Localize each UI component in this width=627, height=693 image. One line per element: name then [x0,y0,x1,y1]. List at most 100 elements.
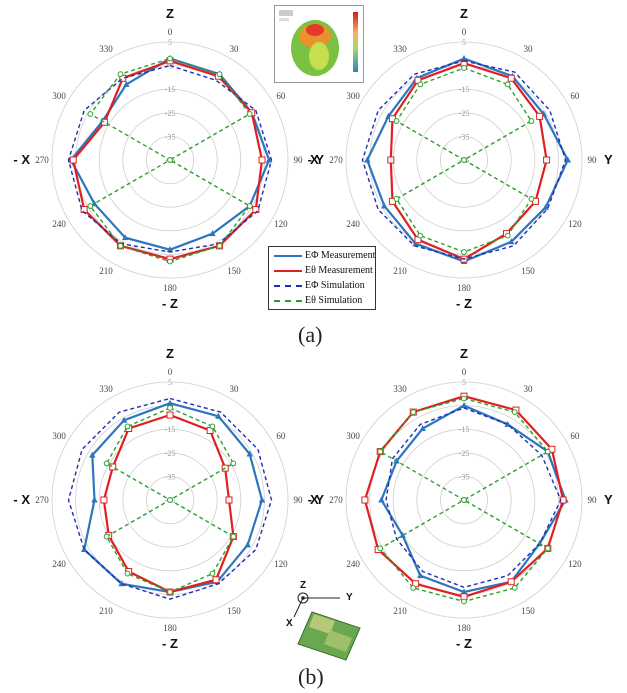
angle-tick-label: 330 [393,384,407,394]
angle-tick-label: 240 [346,559,360,569]
radial-tick-label: -15 [459,85,470,94]
angle-tick-label: 60 [276,91,286,101]
data-point-marker [89,451,96,458]
polar-chart-b-right: 5-5-15-25-35-450306090120150180210240270… [308,346,613,651]
radial-tick-label: -35 [459,472,470,481]
data-point-marker [246,203,253,209]
angle-tick-label: 270 [35,155,49,165]
angle-tick-label: 0 [168,367,173,377]
angle-tick-label: 150 [521,606,535,616]
data-point-marker [91,496,98,503]
data-point-marker [101,118,109,126]
data-point-marker [167,589,173,595]
axis-direction-label: - Z [162,296,178,311]
data-point-marker [124,570,131,577]
axis-direction-label: - Z [456,296,472,311]
radial-tick-label: -35 [165,472,176,481]
data-point-marker [410,584,417,591]
data-point-marker [212,576,220,584]
data-point-marker [209,230,216,237]
data-point-marker [528,118,535,124]
data-point-marker [536,112,544,120]
grid-circle [345,381,583,619]
angle-tick-label: 120 [274,219,288,229]
data-point-marker [100,496,108,504]
axis-direction-label: - Y [308,492,325,507]
data-point-marker [244,541,251,548]
data-point-marker [461,65,467,71]
radial-tick-label: 5 [168,38,172,47]
angle-tick-label: 150 [521,266,535,276]
data-point-marker [417,81,424,88]
angle-tick-label: 270 [35,495,49,505]
angle-tick-label: 210 [99,606,113,616]
data-point-marker [120,416,128,423]
axis-direction-label: - Z [162,636,178,651]
data-point-marker [103,460,110,467]
angle-tick-label: 30 [524,384,534,394]
data-point-marker [361,496,369,504]
data-point-marker [544,448,551,455]
angle-tick-label: 180 [163,623,177,633]
data-point-marker [265,156,273,163]
data-point-marker [504,81,511,88]
data-point-marker [544,545,551,552]
axis-direction-label: Y [604,152,613,167]
angle-tick-label: 30 [230,384,240,394]
angle-tick-label: 90 [294,155,304,165]
angle-tick-label: 60 [570,431,580,441]
radial-tick-label: -15 [165,425,176,434]
polar-chart-a-right: 5-5-15-25-35-450306090120150180210240270… [308,6,613,311]
angle-tick-label: 180 [163,283,177,293]
grid-circle [98,88,242,232]
data-point-marker [124,423,131,430]
grid-circle [98,428,242,572]
data-point-marker [87,111,94,117]
data-point-marker [504,232,511,239]
angle-tick-label: 60 [276,431,286,441]
data-point-marker [377,545,384,552]
data-point-marker [410,409,417,416]
angle-tick-label: 180 [457,623,471,633]
data-point-marker [507,74,515,82]
radial-tick-label: -15 [165,85,176,94]
radial-tick-label: 5 [462,378,466,387]
grid-circle [145,135,194,184]
angle-tick-label: 0 [462,367,467,377]
angle-tick-label: 300 [52,431,66,441]
data-point-marker [417,572,424,579]
angle-tick-label: 300 [346,431,360,441]
data-point-marker [167,405,173,411]
grid-circle [439,475,488,524]
axis-direction-label: Z [460,346,468,361]
angle-tick-label: 210 [393,606,407,616]
radial-tick-label: 5 [168,378,172,387]
axis-direction-label: Z [166,346,174,361]
data-point-marker [461,249,467,255]
legend-label: EΦ Simulation [305,280,365,291]
data-point-marker [543,156,551,164]
axis-direction-label: Z [166,6,174,21]
angle-tick-label: 90 [588,155,598,165]
data-point-marker [216,71,223,78]
series-line [385,407,562,589]
radial-tick-label: -25 [165,109,176,118]
data-point-marker [507,578,515,586]
data-point-marker [103,533,110,540]
data-point-marker [399,531,406,538]
data-point-marker [511,409,518,416]
data-point-marker [121,234,129,241]
legend-item: EΦ Simulation [269,279,375,293]
grid-circle [122,452,218,548]
data-point-marker [117,242,124,249]
data-point-marker [412,240,419,247]
data-point-marker [246,111,253,117]
angle-tick-label: 120 [568,219,582,229]
radial-tick-label: 5 [462,38,466,47]
data-point-marker [87,203,94,209]
angle-tick-label: 210 [393,266,407,276]
grid-circle [51,41,289,279]
axis-direction-label: - X [13,152,30,167]
inset-axis-label: Z [300,580,306,591]
